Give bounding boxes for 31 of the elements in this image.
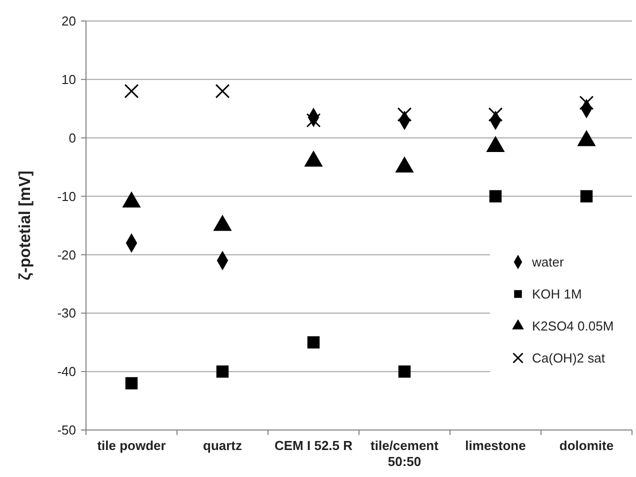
point (488, 107, 503, 122)
x-tick-label: quartz (203, 438, 242, 453)
y-tick-label: 20 (62, 14, 76, 29)
y-tick-label: 0 (68, 130, 76, 146)
legend-label: KOH 1M (532, 286, 582, 302)
x-tick-label: CEM I 52.5 R (274, 438, 354, 453)
x-tick-label: tile powder (97, 438, 166, 453)
x-tick-label: tile/cement 50:50 (370, 438, 440, 469)
y-tick-label: 10 (62, 72, 76, 87)
point (216, 365, 229, 378)
y-axis-title: ζ-potetial [mV] (17, 170, 34, 280)
point (489, 190, 502, 202)
y-tick-label: -50 (57, 422, 76, 438)
legend-label: water (531, 254, 564, 270)
point (398, 365, 411, 378)
point (579, 96, 594, 110)
x-tick-label: dolomite (559, 438, 614, 453)
y-tick-label: -20 (57, 247, 76, 262)
point (580, 190, 593, 202)
y-tick-label: -40 (57, 364, 76, 380)
x-tick-label: limestone (465, 438, 526, 453)
y-tick-label: -10 (57, 188, 76, 204)
legend-label: Ca(OH)2 sat (532, 350, 606, 366)
point (306, 113, 321, 128)
point (307, 336, 320, 348)
point (125, 377, 138, 390)
y-tick-label: -30 (57, 306, 76, 321)
point (124, 84, 139, 98)
legend-label: K2SO4 0.05M (532, 318, 614, 334)
point (397, 107, 412, 122)
point (215, 84, 230, 98)
